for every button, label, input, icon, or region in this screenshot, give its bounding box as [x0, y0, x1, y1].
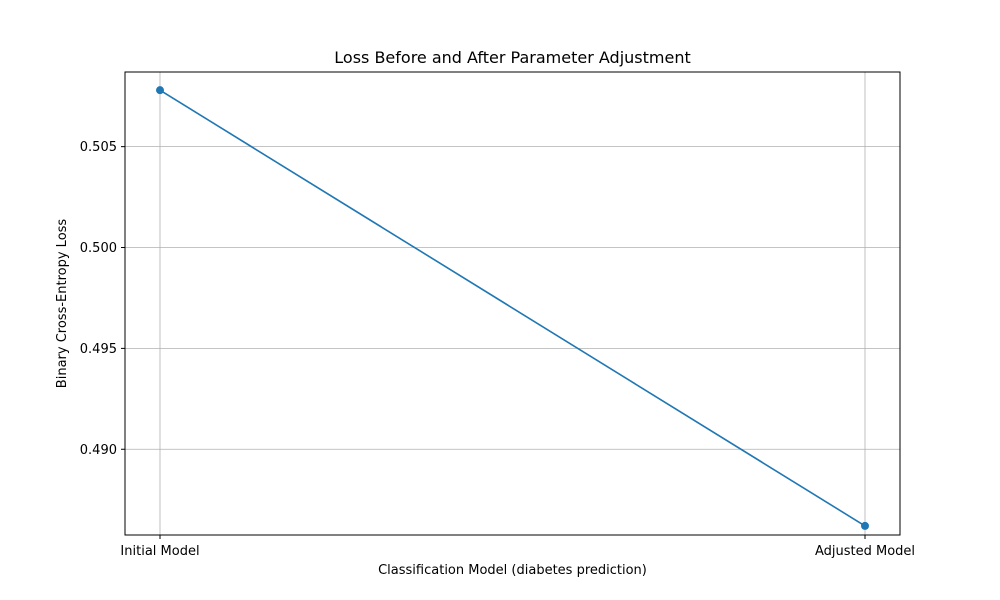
- x-axis: Initial Model Adjusted Model: [120, 535, 915, 559]
- y-tick-label: 0.490: [80, 443, 117, 458]
- x-tick-label: Adjusted Model: [815, 544, 915, 559]
- plot-frame: [124, 71, 901, 536]
- data-point: [861, 521, 869, 530]
- x-tick-label: Initial Model: [120, 544, 199, 559]
- grid: [125, 72, 900, 535]
- y-tick-label: 0.495: [80, 342, 117, 357]
- series-line: [159, 89, 866, 527]
- chart-title: Loss Before and After Parameter Adjustme…: [334, 48, 690, 67]
- y-axis-label: Binary Cross-Entropy Loss: [55, 219, 70, 389]
- x-axis-label: Classification Model (diabetes predictio…: [378, 563, 647, 578]
- data-point: [156, 86, 164, 95]
- y-axis: 0.490 0.495 0.500 0.505: [80, 140, 125, 458]
- y-tick-label: 0.505: [80, 140, 117, 155]
- plot-area: [156, 86, 869, 530]
- y-tick-label: 0.500: [80, 241, 117, 256]
